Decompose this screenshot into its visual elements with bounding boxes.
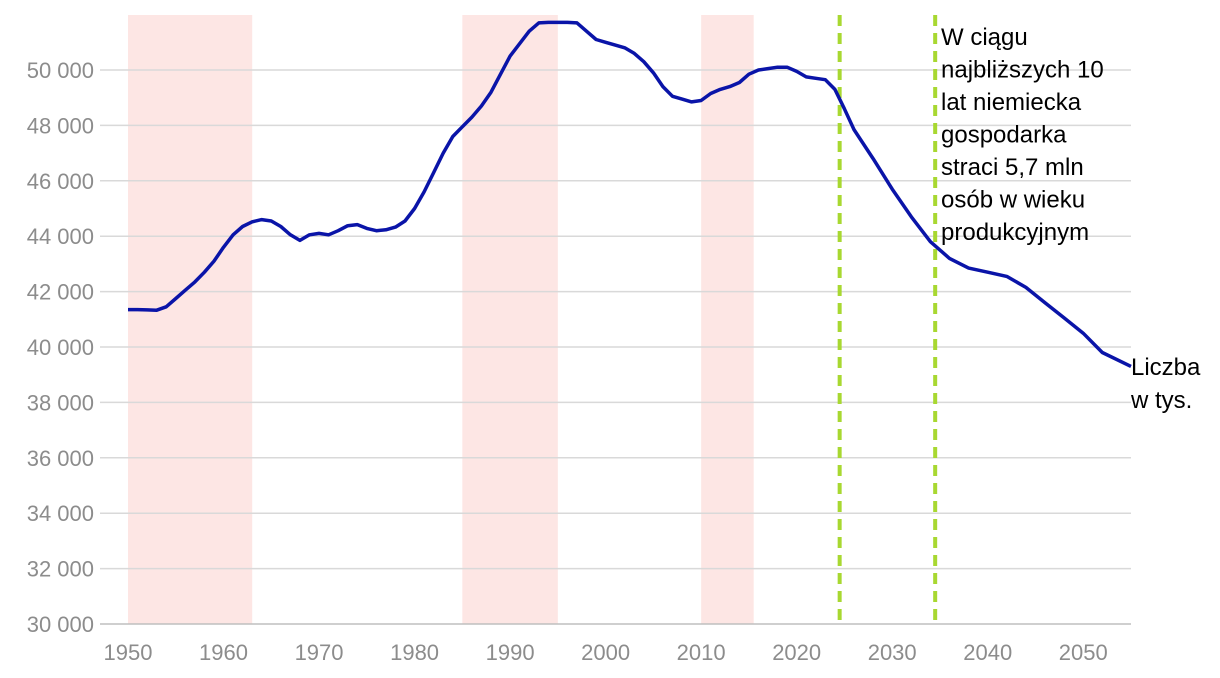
forecast-annotation: W ciągu najbliższych 10 lat niemiecka gospo…: [941, 24, 1104, 246]
y-tick-label: 42 000: [27, 280, 94, 305]
y-tick-label: 48 000: [27, 113, 94, 138]
y-tick-label: 38 000: [27, 390, 94, 415]
end-label: Liczba w tys.: [1130, 354, 1201, 414]
x-tick-label: 1950: [104, 640, 153, 665]
annotation-line: W ciągu: [941, 24, 1028, 51]
annotation-line: najbliższych 10: [941, 57, 1104, 84]
shaded-period-3: [701, 15, 754, 624]
y-tick-labels: 30 000 32 000 34 000 36 000 38 000 40 000 42 0…: [27, 58, 94, 637]
y-tick-label: 40 000: [27, 335, 94, 360]
x-tick-label: 1990: [486, 640, 535, 665]
shaded-period-2: [462, 15, 558, 624]
series-line: [128, 20, 1132, 368]
x-tick-label: 2020: [772, 640, 821, 665]
y-tick-label: 44 000: [27, 224, 94, 249]
x-tick-label: 1980: [390, 640, 439, 665]
x-tick-label: 1960: [199, 640, 248, 665]
y-tick-label: 46 000: [27, 169, 94, 194]
annotation-line: gospodarka: [941, 122, 1067, 149]
y-tick-label: 36 000: [27, 446, 94, 471]
annotation-line: straci 5,7 mln: [941, 154, 1084, 181]
y-tick-label: 30 000: [27, 612, 94, 637]
y-tick-label: 32 000: [27, 557, 94, 582]
annotation-line: Liczba: [1131, 354, 1201, 381]
x-tick-label: 2010: [677, 640, 726, 665]
x-tick-label: 2030: [868, 640, 917, 665]
annotation-line: osób w wieku: [941, 187, 1085, 214]
shaded-periods: [128, 15, 754, 624]
y-tick-label: 50 000: [27, 58, 94, 83]
annotation-line: w tys.: [1130, 387, 1192, 414]
annotation-line: lat niemiecka: [941, 89, 1082, 116]
shaded-period-1: [128, 15, 253, 624]
x-tick-label: 2040: [963, 640, 1012, 665]
gridlines: [100, 69, 1131, 570]
x-tick-labels: 1950 1960 1970 1980 1990 2000 2010 2020 2030 2040…: [104, 640, 1108, 665]
x-tick-label: 2050: [1059, 640, 1108, 665]
y-tick-label: 34 000: [27, 501, 94, 526]
forecast-markers: [837, 15, 938, 624]
x-tick-label: 2000: [581, 640, 630, 665]
x-tick-label: 1970: [295, 640, 344, 665]
annotation-line: produkcyjnym: [941, 219, 1089, 246]
